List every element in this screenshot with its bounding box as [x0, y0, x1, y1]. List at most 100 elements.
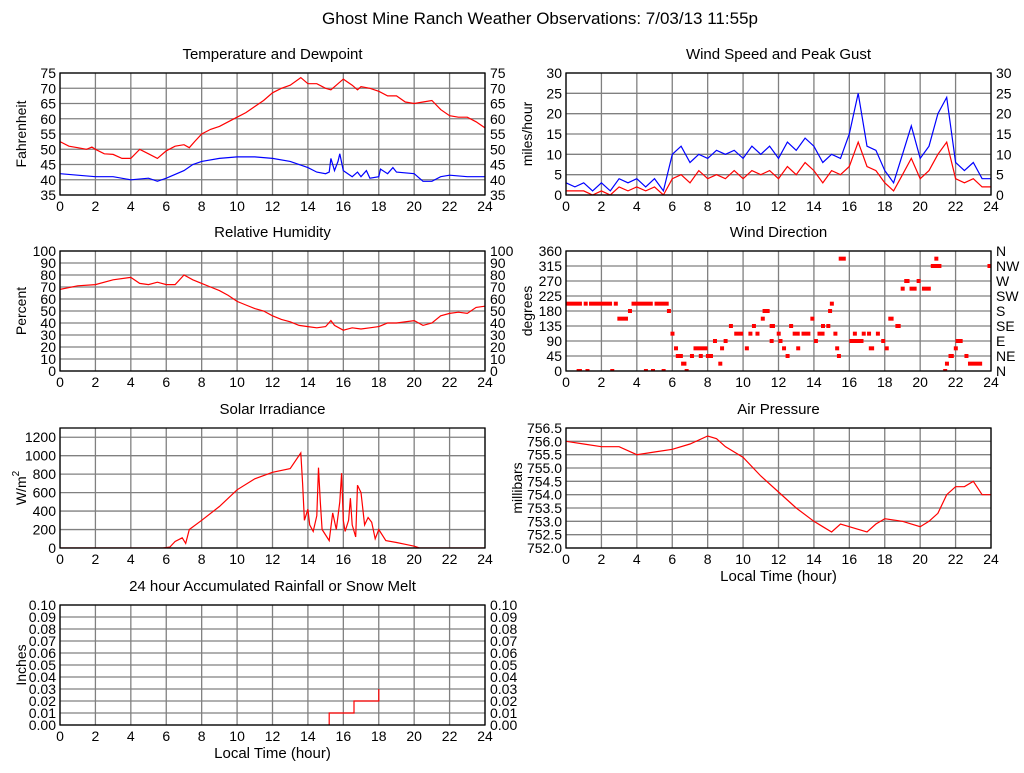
- y-tick-label: 0.00: [29, 717, 56, 733]
- x-tick-label: 18: [371, 728, 387, 744]
- x-tick-label: 16: [336, 374, 352, 390]
- y-tick-label: 1200: [25, 429, 56, 445]
- wind_speed-series-line-0: [566, 93, 991, 193]
- right-tick-label: 20: [996, 106, 1012, 122]
- right-tick-label: N: [996, 363, 1006, 379]
- y-tick-label: 40: [40, 172, 56, 188]
- right-tick-label: SE: [996, 318, 1015, 334]
- wind-direction-point: [689, 354, 694, 358]
- wind-direction-point: [836, 354, 841, 358]
- x-tick-label: 4: [633, 551, 641, 567]
- wind-direction-point: [789, 324, 794, 328]
- plot-frame: [59, 250, 486, 372]
- x-tick-label: 6: [668, 551, 676, 567]
- chart-title: Temperature and Dewpoint: [182, 46, 363, 63]
- y-tick-label: 0: [554, 187, 562, 203]
- x-tick-label: 20: [912, 551, 928, 567]
- wind-direction-point: [684, 369, 689, 371]
- y-tick-label: 90: [546, 333, 562, 349]
- y-tick-label: 50: [40, 141, 56, 157]
- wind-direction-point: [828, 309, 833, 313]
- wind-direction-point: [744, 346, 749, 351]
- x-tick-label: 24: [477, 374, 493, 390]
- wind-direction-point: [904, 279, 910, 283]
- x-axis-label: Local Time (hour): [720, 568, 837, 585]
- right-tick-label: 0.01: [490, 705, 517, 721]
- wind-direction-point: [987, 264, 991, 268]
- wind-direction-point: [948, 354, 954, 358]
- x-tick-label: 22: [442, 551, 458, 567]
- y-tick-label: 30: [40, 327, 56, 343]
- right-tick-label: 50: [490, 141, 506, 157]
- x-tick-label: 16: [336, 551, 352, 567]
- x-tick-label: 10: [229, 551, 245, 567]
- y-tick-label: 0.03: [29, 681, 56, 697]
- y-tick-label: 1000: [25, 448, 56, 464]
- wind-direction-point: [675, 354, 683, 358]
- x-tick-label: 4: [127, 728, 135, 744]
- x-tick-label: 2: [92, 551, 100, 567]
- right-tick-label: 5: [996, 167, 1004, 183]
- wind-direction-point: [681, 361, 687, 366]
- wind-direction-point: [718, 361, 723, 366]
- wind-direction-point: [762, 309, 770, 313]
- y-axis-label: Inches: [13, 644, 29, 685]
- x-tick-label: 18: [877, 374, 893, 390]
- x-tick-label: 8: [198, 551, 206, 567]
- x-tick-label: 22: [442, 728, 458, 744]
- x-tick-label: 10: [229, 374, 245, 390]
- wind-direction-point: [888, 316, 894, 321]
- x-tick-label: 18: [371, 374, 387, 390]
- y-tick-label: 70: [40, 279, 56, 295]
- y-tick-label: 0.09: [29, 609, 56, 625]
- x-tick-label: 6: [162, 551, 170, 567]
- x-tick-label: 2: [92, 728, 100, 744]
- wind-direction-point: [833, 331, 838, 336]
- y-tick-label: 754.5: [527, 473, 562, 489]
- wind-direction-point: [868, 346, 875, 351]
- wind-direction-point: [674, 346, 679, 351]
- y-tick-label: 0: [554, 363, 562, 379]
- y-tick-label: 35: [40, 187, 56, 203]
- x-tick-label: 24: [983, 374, 999, 390]
- x-tick-label: 22: [442, 198, 458, 214]
- x-tick-label: 22: [948, 198, 964, 214]
- y-tick-label: 752.5: [527, 527, 562, 543]
- wind-direction-point: [585, 369, 590, 371]
- x-tick-label: 4: [633, 198, 641, 214]
- y-tick-label: 70: [40, 80, 56, 96]
- wind-direction-point: [712, 339, 717, 343]
- wind-direction-point: [943, 369, 948, 371]
- wind-direction-point: [826, 324, 831, 328]
- y-tick-label: 55: [40, 126, 56, 142]
- wind-direction-point: [955, 339, 963, 343]
- right-tick-label: 0: [490, 363, 498, 379]
- y-tick-label: 25: [546, 85, 562, 101]
- y-tick-label: 0.01: [29, 705, 56, 721]
- x-tick-label: 0: [562, 374, 570, 390]
- wind-direction-point: [654, 301, 669, 306]
- wind-direction-point: [751, 324, 756, 328]
- y-tick-label: 100: [33, 243, 57, 259]
- y-tick-label: 60: [40, 291, 56, 307]
- wind-direction-point: [782, 346, 787, 351]
- wind-direction-point: [835, 346, 840, 351]
- x-tick-label: 18: [877, 198, 893, 214]
- wind-direction-point: [895, 324, 901, 328]
- y-tick-label: 50: [40, 303, 56, 319]
- plot-frame: [565, 250, 992, 372]
- wind-direction-point: [776, 331, 781, 336]
- wind-direction-point: [884, 346, 889, 351]
- wind-direction-point: [875, 331, 880, 336]
- wind-direction-point: [760, 316, 765, 321]
- x-tick-label: 12: [265, 198, 281, 214]
- right-tick-label: S: [996, 303, 1005, 319]
- y-tick-label: 0.04: [29, 669, 56, 685]
- wind-direction-point: [723, 339, 728, 343]
- y-tick-label: 60: [40, 111, 56, 127]
- y-tick-label: 600: [33, 485, 57, 501]
